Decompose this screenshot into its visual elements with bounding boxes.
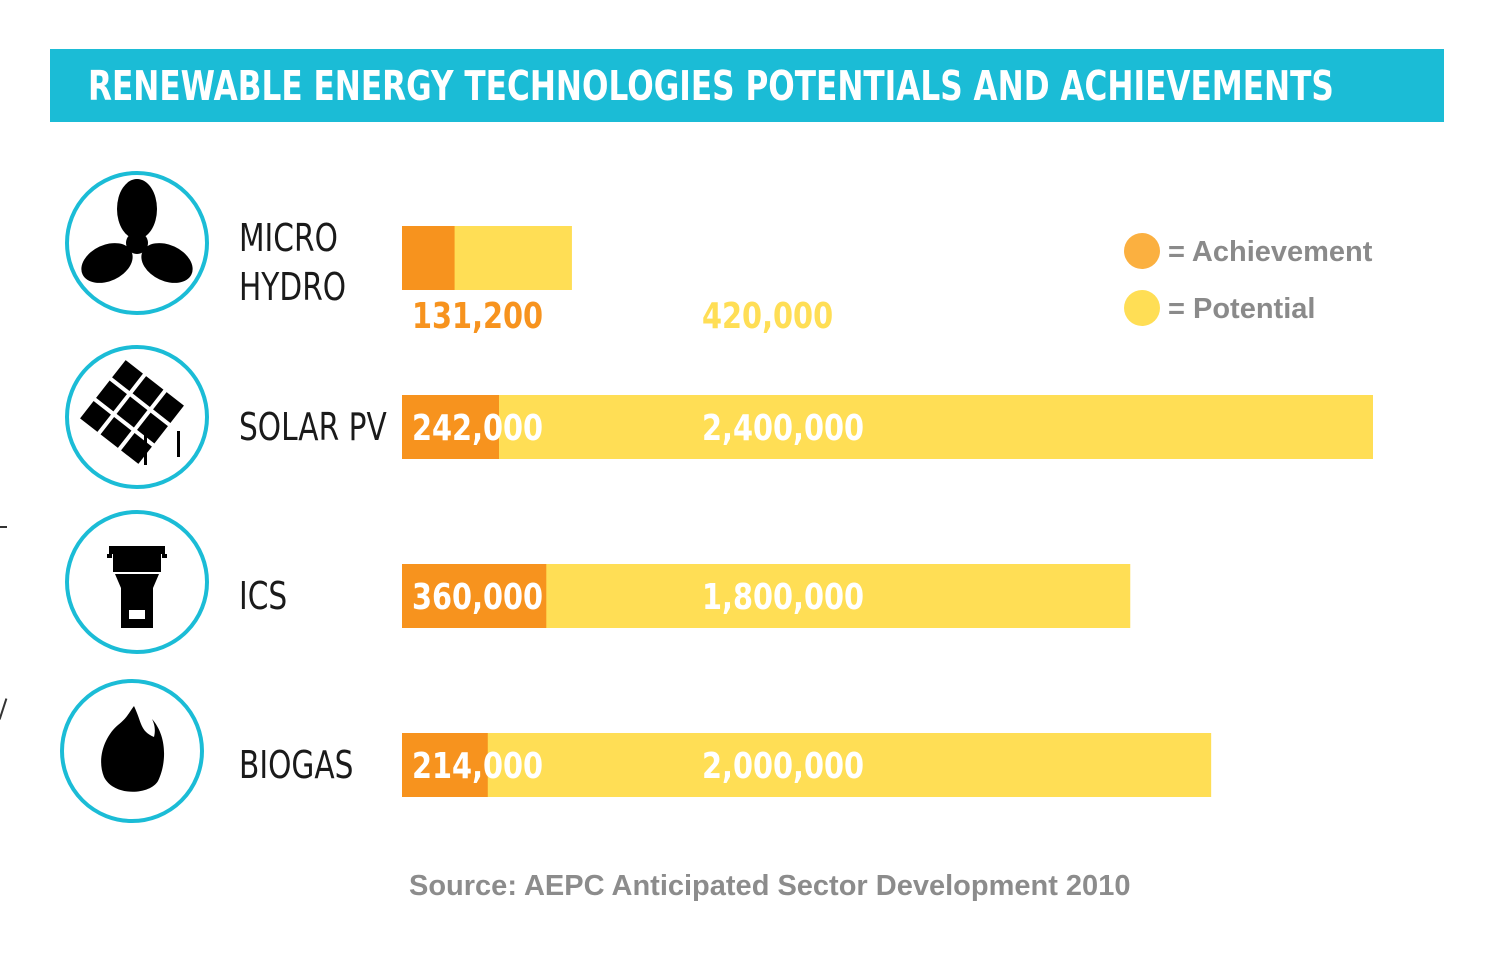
category-label: MICRO: [239, 216, 338, 261]
solar-panel-icon: [65, 345, 209, 489]
category-row-biogas: BIOGAS 214,000 2,000,000: [60, 679, 1212, 823]
achievement-bar: [402, 395, 499, 459]
fan-blade: [81, 243, 133, 283]
fan-icon: [65, 171, 209, 315]
fan-hub: [126, 232, 148, 254]
cookstove-icon: [65, 510, 209, 654]
fan-blade: [141, 243, 193, 283]
fan-blade: [117, 179, 157, 239]
legend-achievement-swatch: [1124, 233, 1160, 269]
flame-shape: [101, 706, 165, 792]
solar-cell: [153, 392, 184, 423]
category-label: SOLAR PV: [239, 405, 387, 450]
flame-icon: [60, 679, 204, 823]
legend-potential-label: = Potential: [1168, 293, 1315, 325]
stove-door: [129, 610, 145, 619]
legend-potential-swatch: [1124, 290, 1160, 326]
achievement-bar: [402, 564, 547, 628]
achievement-value-label: 131,200: [412, 295, 543, 337]
potential-bar: [402, 395, 1373, 459]
achievement-value-label: 242,000: [412, 407, 543, 449]
solar-cell: [132, 376, 164, 407]
panel-leg: [177, 431, 180, 457]
source-note: Source: AEPC Anticipated Sector Developm…: [409, 870, 1131, 902]
category-row-ics: ICS 360,000 1,800,000: [65, 510, 1131, 654]
potential-value-label: 420,000: [702, 295, 833, 337]
title-banner: RENEWABLE ENERGY TECHNOLOGIES POTENTIALS…: [50, 49, 1444, 122]
potential-bar: [402, 733, 1212, 797]
achievement-bar: [402, 733, 488, 797]
category-row-solar-pv: SOLAR PV 242,000 2,400,000: [65, 345, 1373, 489]
stove-handle: [107, 554, 112, 558]
potential-value-label: 2,400,000: [702, 407, 864, 449]
solar-cell: [80, 401, 111, 432]
stove-lid: [109, 546, 165, 554]
achievement-value-label: 214,000: [412, 745, 543, 787]
achievement-bar: [402, 226, 455, 290]
edge-tick-mark: [0, 526, 7, 528]
chart-title: RENEWABLE ENERGY TECHNOLOGIES POTENTIALS…: [88, 62, 1334, 110]
stove-body: [115, 574, 159, 628]
solar-cell: [100, 417, 132, 448]
category-label: ICS: [239, 574, 287, 619]
solar-cell: [112, 360, 143, 391]
legend-achievement-label: = Achievement: [1168, 236, 1373, 268]
stove-pot: [113, 552, 161, 572]
category-label: HYDRO: [239, 265, 346, 310]
potential-value-label: 2,000,000: [702, 745, 864, 787]
solar-cell: [96, 380, 127, 412]
stove-handle: [162, 554, 167, 558]
potential-value-label: 1,800,000: [702, 576, 864, 618]
legend: = Achievement = Potential: [1124, 233, 1373, 326]
achievement-value-label: 360,000: [412, 576, 543, 618]
panel-leg: [144, 433, 147, 465]
category-label: BIOGAS: [239, 743, 353, 788]
solar-cell: [116, 396, 148, 428]
